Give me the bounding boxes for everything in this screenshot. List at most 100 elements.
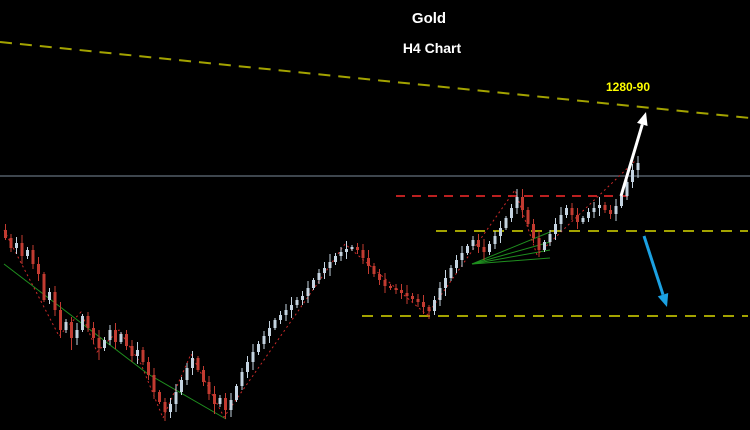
candle-body bbox=[625, 182, 629, 196]
candle-body bbox=[378, 274, 381, 280]
candle-body bbox=[240, 372, 244, 386]
candle-body bbox=[620, 196, 623, 206]
green-trend-segment bbox=[471, 241, 551, 265]
candle-body bbox=[389, 286, 392, 288]
candle-body bbox=[438, 288, 442, 300]
candle-body bbox=[345, 249, 348, 252]
candle-body bbox=[130, 346, 134, 356]
candle-body bbox=[449, 268, 453, 278]
candle-body bbox=[152, 375, 156, 392]
candle-body bbox=[328, 262, 332, 268]
candle-body bbox=[504, 218, 508, 228]
candle-body bbox=[416, 299, 420, 302]
candle-body bbox=[488, 244, 491, 252]
candle-body bbox=[86, 316, 90, 328]
candle-body bbox=[306, 288, 310, 296]
candle-body bbox=[301, 296, 304, 300]
green-trend-segment bbox=[471, 249, 551, 265]
candle-body bbox=[350, 247, 354, 249]
candle-body bbox=[444, 278, 447, 288]
candle-body bbox=[42, 274, 46, 300]
candle-body bbox=[372, 266, 376, 274]
candle-body bbox=[4, 230, 7, 238]
candle-body bbox=[262, 336, 266, 344]
candle-body bbox=[119, 334, 123, 342]
candle-body bbox=[477, 240, 480, 247]
green-trend-segment bbox=[3, 263, 149, 375]
green-trend-segment bbox=[147, 373, 227, 420]
candle-body bbox=[411, 296, 414, 299]
candle-body bbox=[499, 228, 502, 236]
candle-body bbox=[356, 247, 359, 250]
candle-body bbox=[257, 344, 260, 352]
candle-body bbox=[207, 382, 211, 394]
candle-body bbox=[235, 386, 238, 400]
candle-body bbox=[224, 398, 227, 410]
candle-body bbox=[587, 212, 590, 218]
candle-body bbox=[125, 334, 128, 346]
candle-body bbox=[603, 205, 607, 210]
candle-body bbox=[70, 322, 73, 338]
candle-body bbox=[543, 242, 546, 250]
candle-body bbox=[26, 250, 29, 256]
candle-body bbox=[460, 253, 464, 260]
candle-body bbox=[614, 206, 618, 214]
candle-body bbox=[576, 215, 579, 222]
candle-body bbox=[9, 238, 13, 248]
descending-trendline bbox=[0, 41, 750, 119]
candle-body bbox=[455, 260, 458, 268]
candle-body bbox=[400, 290, 403, 293]
candle-body bbox=[202, 370, 205, 382]
candle-body bbox=[15, 243, 18, 248]
candle-body bbox=[268, 328, 271, 336]
candle-body bbox=[81, 316, 84, 330]
candle-body bbox=[361, 250, 365, 258]
candle-body bbox=[493, 236, 497, 244]
candle-body bbox=[75, 330, 79, 338]
candle-body bbox=[290, 305, 293, 310]
candle-body bbox=[532, 224, 535, 238]
candle-body bbox=[37, 264, 40, 274]
candle-body bbox=[163, 402, 167, 412]
candle-body bbox=[191, 358, 194, 368]
candle-body bbox=[334, 256, 337, 262]
candle-body bbox=[284, 310, 288, 315]
candle-body bbox=[229, 400, 233, 410]
green-trend-segment bbox=[471, 231, 551, 265]
price-target-label: 1280-90 bbox=[605, 80, 651, 94]
candle-body bbox=[174, 392, 178, 404]
candle-body bbox=[510, 208, 513, 218]
candle-body bbox=[312, 280, 315, 288]
candle-body bbox=[273, 320, 277, 328]
candle-body bbox=[59, 310, 62, 330]
candle-body bbox=[103, 340, 106, 348]
candle-body bbox=[570, 208, 574, 215]
candle-body bbox=[554, 224, 557, 234]
candle-body bbox=[521, 197, 524, 210]
candle-body bbox=[471, 240, 475, 246]
candle-body bbox=[185, 368, 189, 380]
candle-body bbox=[559, 215, 563, 224]
candle-body bbox=[136, 350, 139, 356]
candle-body bbox=[598, 205, 601, 208]
candle-body bbox=[196, 358, 200, 370]
candle-body bbox=[147, 362, 150, 375]
candle-body bbox=[405, 293, 409, 296]
zigzag-indicator bbox=[3, 159, 637, 420]
candle-body bbox=[592, 208, 596, 212]
candle-body bbox=[64, 322, 68, 330]
candle-body bbox=[246, 362, 249, 372]
candle-body bbox=[565, 208, 568, 215]
candle-body bbox=[515, 197, 519, 208]
chart-subtitle: H4 Chart bbox=[402, 40, 462, 56]
candle-body bbox=[581, 218, 585, 222]
candle-body bbox=[317, 273, 321, 280]
candle-body bbox=[609, 210, 612, 214]
candle-body bbox=[631, 170, 634, 182]
candle-body bbox=[548, 234, 552, 242]
candle-body bbox=[636, 163, 640, 170]
candle-body bbox=[108, 330, 112, 340]
candle-body bbox=[279, 315, 282, 320]
